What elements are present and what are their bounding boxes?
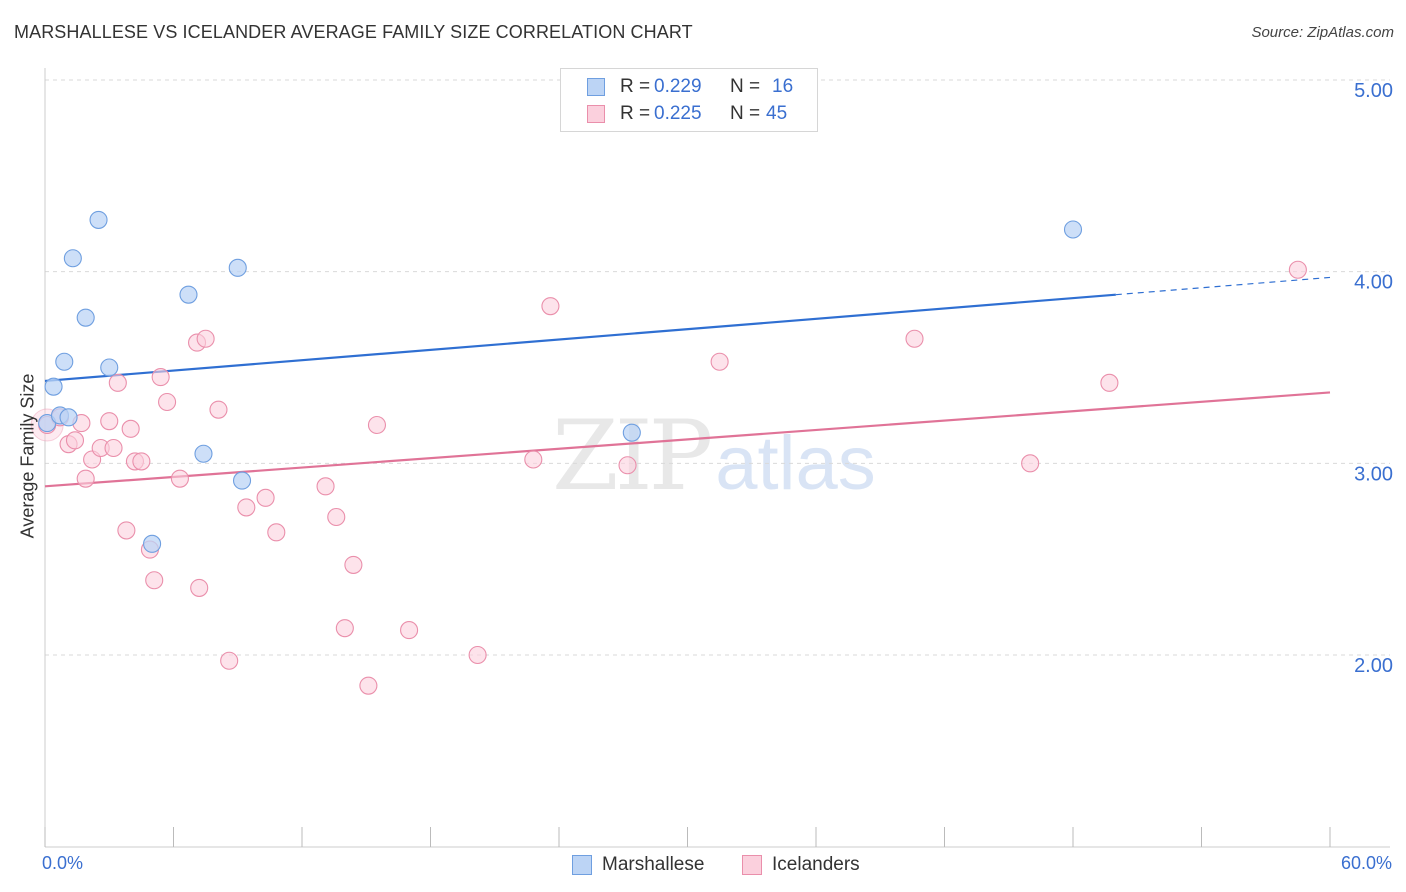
marshallese-point xyxy=(228,258,247,277)
marshallese-point xyxy=(76,308,95,327)
icelanders-point xyxy=(468,645,487,665)
icelanders-point xyxy=(237,498,256,517)
n-label: N = xyxy=(730,76,761,97)
icelanders-point xyxy=(359,676,378,695)
icelanders-point xyxy=(256,488,275,507)
icelanders-point xyxy=(209,400,228,419)
n-value: 16 xyxy=(772,76,794,97)
marshallese-legend-swatch xyxy=(572,855,592,875)
icelanders-trend-line xyxy=(44,391,1331,488)
r-value: 0.229 xyxy=(654,76,702,97)
watermark-zip: ZIP xyxy=(552,400,713,512)
marshallese-point xyxy=(232,471,252,490)
stats-legend: R = 0.229 N = 16 R = 0.225 N = 45 xyxy=(560,68,818,132)
icelanders-point xyxy=(76,469,95,488)
marshallese-point xyxy=(89,210,108,229)
icelanders-point xyxy=(220,651,239,670)
icelanders-point xyxy=(267,523,286,542)
icelanders-legend-swatch xyxy=(742,855,762,875)
icelanders-point xyxy=(100,412,119,431)
icelanders-point xyxy=(400,621,419,640)
label-layer: 2.00 3.00 4.00 5.00 0.0% 60.0% xyxy=(42,80,1393,873)
y-tick-label: 3.00 xyxy=(1354,463,1393,485)
x-tick-label: 0.0% xyxy=(42,853,83,873)
marshallese-point xyxy=(622,423,641,442)
icelanders-point xyxy=(316,477,335,496)
y-tick-label: 4.00 xyxy=(1354,272,1393,294)
icelanders-point xyxy=(327,507,346,527)
icelanders-point xyxy=(196,329,215,348)
marshallese-point xyxy=(100,358,119,377)
r-value: 0.225 xyxy=(654,103,702,124)
icelanders-point xyxy=(1100,373,1119,392)
icelanders-point xyxy=(170,469,189,488)
icelanders-point xyxy=(151,368,170,387)
marshallese-point xyxy=(1063,220,1083,239)
icelanders-point xyxy=(121,419,140,438)
icelanders-point xyxy=(158,392,177,412)
icelanders-point xyxy=(1021,454,1040,473)
icelanders-point xyxy=(335,619,354,638)
icelanders-swatch xyxy=(587,105,605,123)
legend-item-marshallese: Marshallese xyxy=(572,852,704,878)
marshallese-trend-line xyxy=(44,293,1116,383)
icelanders-point xyxy=(541,297,560,316)
n-label: N = xyxy=(730,103,761,124)
icelanders-point xyxy=(190,578,209,597)
icelanders-point xyxy=(905,329,924,348)
icelanders-point xyxy=(344,555,363,574)
marshallese-trend-extension xyxy=(1115,276,1331,296)
legend-label-icelanders: Icelanders xyxy=(772,854,860,875)
marshallese-point xyxy=(59,408,78,427)
legend-label-marshallese: Marshallese xyxy=(602,854,705,875)
icelanders-point xyxy=(108,373,127,392)
marshallese-point xyxy=(55,352,74,371)
y-tick-label: 5.00 xyxy=(1354,80,1393,102)
y-tick-label: 2.00 xyxy=(1354,655,1393,677)
point-layer xyxy=(30,210,1307,695)
marshallese-point xyxy=(179,285,198,304)
icelanders-point xyxy=(145,571,164,590)
r-label: R = xyxy=(620,76,651,97)
icelanders-point xyxy=(65,431,85,450)
marshallese-point xyxy=(194,444,213,463)
marshallese-point xyxy=(143,534,162,553)
chart-source: Source: ZipAtlas.com xyxy=(1251,24,1394,41)
r-label: R = xyxy=(620,103,651,124)
marshallese-point xyxy=(63,249,82,268)
icelanders-point xyxy=(710,352,729,371)
icelanders-point xyxy=(618,456,637,475)
n-value: 45 xyxy=(766,103,788,124)
legend-item-icelanders: Icelanders xyxy=(742,852,860,878)
icelanders-point xyxy=(367,415,387,435)
trend-layer xyxy=(44,276,1331,488)
y-axis-title: Average Family Size xyxy=(17,373,38,539)
axis-layer xyxy=(44,68,1390,848)
icelanders-point xyxy=(132,452,151,471)
icelanders-point xyxy=(104,438,123,458)
chart-title: MARSHALLESE VS ICELANDER AVERAGE FAMILY … xyxy=(14,22,693,42)
marshallese-point xyxy=(44,377,63,396)
icelanders-point xyxy=(1288,260,1307,279)
icelanders-point xyxy=(524,450,543,469)
icelanders-point xyxy=(117,521,136,540)
x-tick-label: 60.0% xyxy=(1341,853,1392,873)
marshallese-swatch xyxy=(587,78,605,96)
